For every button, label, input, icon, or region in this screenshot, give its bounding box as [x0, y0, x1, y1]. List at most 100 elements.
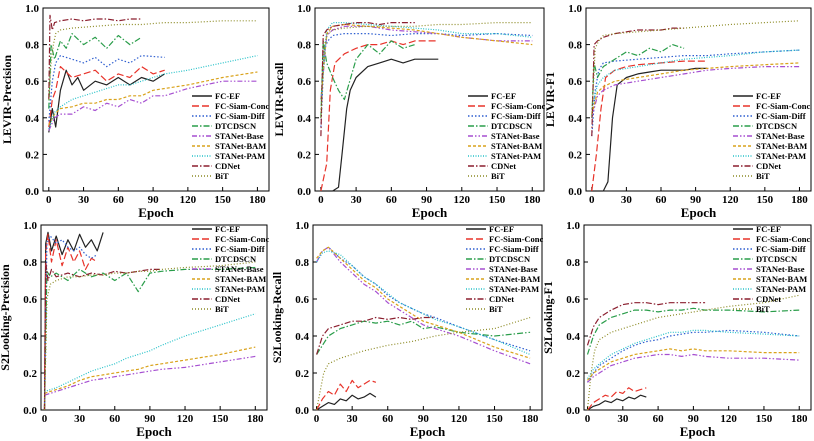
chart-0-xtick-label-5: 150 — [214, 194, 231, 206]
chart-0-ytick-label-3: 0.6 — [25, 76, 39, 88]
chart-2-xtick-label-0: 0 — [589, 194, 595, 206]
chart-1-ytick-label-0: 0.0 — [297, 186, 311, 198]
chart-0-legend-label-fc-siam-conc: FC-Siam-Conc — [215, 101, 270, 111]
chart-4-legend-label-fc-siam-conc: FC-Siam-Conc — [489, 234, 544, 244]
chart-4-ylabel: S2Looking-Recall — [270, 271, 284, 363]
chart-3-xtick-label-2: 60 — [109, 413, 121, 425]
chart-1-xtick-label-6: 180 — [524, 194, 541, 206]
chart-1-series-cdnet — [320, 22, 415, 137]
chart-1-legend-label-fc-siam-conc: FC-Siam-Conc — [491, 101, 546, 111]
chart-0-legend-label-fc-siam-diff: FC-Siam-Diff — [215, 111, 265, 121]
chart-1-series-fc-siam-diff — [320, 32, 533, 128]
chart-5-xtick-label-1: 30 — [617, 413, 629, 425]
chart-0-legend-label-bit: BiT — [215, 171, 229, 181]
chart-1-frame — [314, 7, 545, 192]
panel-levir-f1: 0 30 60 90 120 150 180 0.0 0.2 0.4 0.6 0.8 1.0 Epoch L… — [543, 3, 812, 220]
chart-2-legend-label-stanet-pam: STANet-PAM — [756, 151, 806, 161]
chart-3-series-fc-siam-conc — [43, 233, 98, 411]
chart-2-legend-label-stanet-bam: STANet-BAM — [756, 141, 807, 151]
chart-5-legend-label-dtcdscn: DTCDSCN — [756, 254, 798, 264]
chart-2-series-stanet-base — [591, 65, 800, 118]
chart-3-xtick-label-5: 150 — [212, 413, 229, 425]
chart-5-xlabel: Epoch — [680, 424, 716, 439]
chart-3-xtick-label-3: 90 — [144, 413, 156, 425]
chart-5-series-fc-ef — [587, 394, 647, 411]
chart-3-legend-label-fc-ef: FC-EF — [215, 224, 240, 234]
chart-4-series-fc-siam-conc — [316, 379, 377, 411]
chart-3-xtick-label-4: 120 — [177, 413, 194, 425]
chart-1-xtick-label-4: 120 — [454, 194, 471, 206]
chart-2-ylabel: LEVIR-F1 — [543, 72, 557, 127]
chart-1-xtick-label-3: 90 — [421, 194, 433, 206]
chart-0-legend-label-stanet-pam: STANet-PAM — [215, 151, 265, 161]
chart-3-ytick-label-3: 0.6 — [23, 294, 37, 306]
chart-1-series-stanet-bam — [320, 23, 533, 100]
chart-4-series-fc-ef — [316, 392, 377, 411]
chart-0-series-dtcdscn — [48, 32, 142, 109]
chart-4-xtick-label-0: 0 — [314, 413, 320, 425]
chart-0-xtick-label-0: 0 — [46, 194, 52, 206]
chart-1-ytick-label-5: 1.0 — [297, 3, 311, 15]
chart-3-ytick-label-1: 0.2 — [23, 368, 37, 380]
chart-0-legend-label-stanet-base: STANet-Base — [215, 131, 264, 141]
chart-5-series-stanet-pam — [586, 329, 800, 379]
chart-2-ytick-label-4: 0.8 — [568, 40, 582, 52]
chart-1-series-fc-siam-conc — [320, 40, 439, 192]
chart-4-legend-label-stanet-base: STANet-Base — [489, 264, 538, 274]
chart-2-ytick-label-0: 0.0 — [568, 186, 582, 198]
chart-5-series-fc-siam-conc — [587, 387, 647, 411]
chart-3-ytick-label-0: 0.0 — [23, 405, 37, 417]
chart-5-ytick-label-1: 0.2 — [566, 368, 580, 380]
chart-5-series-cdnet — [586, 302, 706, 346]
chart-3-legend-label-stanet-base: STANet-Base — [215, 264, 264, 274]
panel-s2looking-f1: 0 30 60 90 120 150 180 0.0 0.2 0.4 0.6 0.8 1.0 Epoch S… — [541, 220, 812, 439]
chart-2-xtick-label-3: 90 — [690, 194, 702, 206]
chart-1-xtick-label-2: 60 — [386, 194, 398, 206]
chart-0-series-fc-siam-diff — [48, 54, 165, 122]
chart-1-legend-label-stanet-base: STANet-Base — [491, 131, 540, 141]
chart-1-series-stanet-base — [320, 25, 533, 100]
chart-2-ytick-label-5: 1.0 — [568, 3, 582, 15]
chart-5-series-stanet-base — [587, 353, 800, 383]
chart-3-series-dtcdscn — [43, 266, 256, 411]
chart-3-series-fc-siam-diff — [43, 235, 98, 411]
chart-1-ylabel: LEVIR-Recall — [272, 62, 286, 137]
chart-4-xlabel: Epoch — [410, 424, 446, 439]
chart-4-legend-label-stanet-bam: STANet-BAM — [489, 274, 540, 284]
chart-1-xtick-label-0: 0 — [318, 194, 324, 206]
chart-2-xtick-label-6: 180 — [791, 194, 808, 206]
chart-2-legend-label-stanet-base: STANet-Base — [756, 131, 805, 141]
chart-3-series-bit — [43, 261, 256, 411]
chart-0-series-stanet-pam — [48, 55, 258, 129]
chart-4-legend-label-cdnet: CDNet — [489, 294, 514, 304]
chart-3-frame — [40, 224, 268, 411]
chart-1-ytick-label-2: 0.4 — [297, 113, 311, 125]
chart-0-xtick-label-6: 180 — [249, 194, 266, 206]
chart-3-ytick-label-5: 1.0 — [23, 220, 37, 232]
chart-3-series-stanet-pam — [44, 313, 256, 393]
panel-levir-recall: 0 30 60 90 120 150 180 0.0 0.2 0.4 0.6 0.8 1.0 Epoch L… — [272, 3, 546, 220]
chart-2-legend-label-dtcdscn: DTCDSCN — [756, 121, 798, 131]
chart-4-ytick-label-2: 0.4 — [295, 331, 309, 343]
chart-0-xtick-label-2: 60 — [113, 194, 125, 206]
chart-4-xtick-label-3: 90 — [418, 413, 430, 425]
chart-0-series-fc-siam-conc — [48, 65, 165, 128]
chart-1-legend-label-fc-ef: FC-EF — [491, 91, 516, 101]
chart-5-legend-label-fc-ef: FC-EF — [756, 224, 781, 234]
chart-0-frame — [42, 7, 270, 192]
chart-1-legend-label-cdnet: CDNet — [491, 161, 516, 171]
chart-0-xtick-label-4: 120 — [180, 194, 197, 206]
chart-5-xtick-label-4: 120 — [720, 413, 737, 425]
chart-1-series-fc-ef — [320, 58, 439, 192]
chart-5-ylabel: S2Looking-F1 — [541, 281, 555, 354]
chart-2-series-stanet-pam — [591, 49, 800, 109]
chart-0-xtick-label-1: 30 — [78, 194, 90, 206]
chart-1-xtick-label-5: 150 — [489, 194, 506, 206]
chart-1-legend-label-stanet-bam: STANet-BAM — [491, 141, 542, 151]
chart-5-legend-label-fc-siam-conc: FC-Siam-Conc — [756, 234, 811, 244]
chart-5-legend-label-cdnet: CDNet — [756, 294, 781, 304]
chart-1-legend-label-stanet-pam: STANet-PAM — [491, 151, 541, 161]
chart-0-ytick-label-5: 1.0 — [25, 3, 39, 15]
chart-3-xtick-label-1: 30 — [74, 413, 86, 425]
chart-2-series-fc-siam-conc — [591, 60, 708, 192]
